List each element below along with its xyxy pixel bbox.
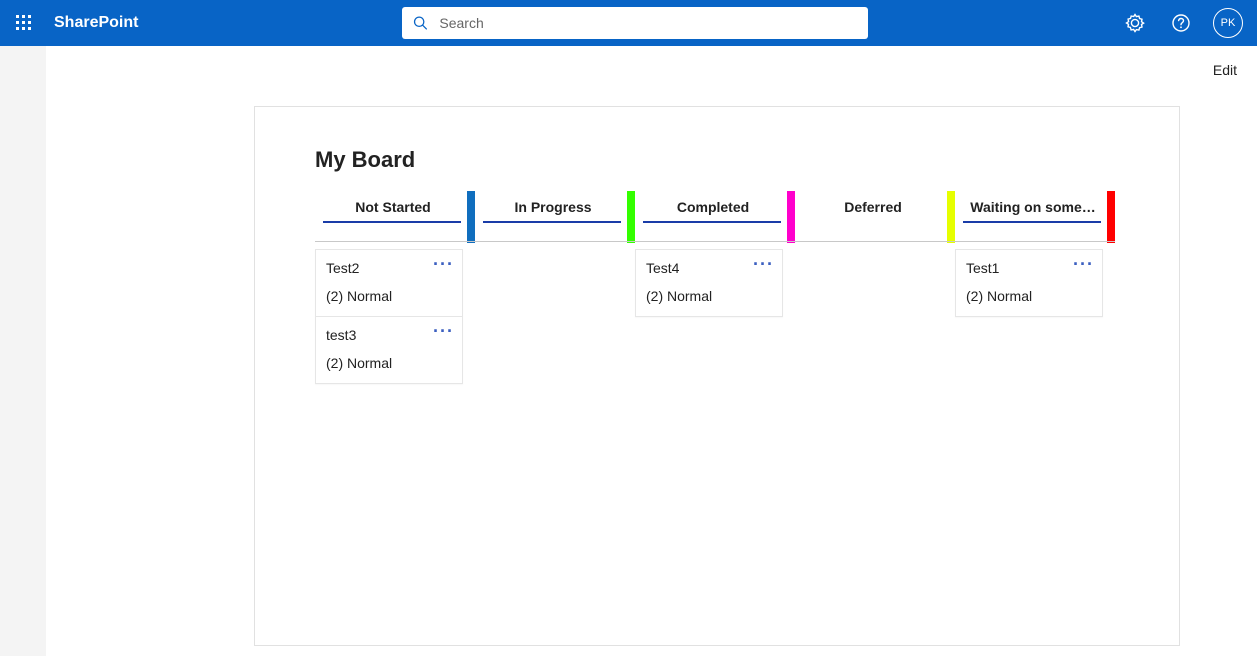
card-meta: (2) Normal [326, 355, 452, 371]
board-columns: Not Started ···Test2(2) Normal···test3(2)… [315, 191, 1119, 384]
board-panel: My Board Not Started···Test2(2) Normal··… [254, 106, 1180, 646]
avatar-initials: PK [1221, 17, 1236, 29]
user-avatar[interactable]: PK [1213, 8, 1243, 38]
board-card[interactable]: ···Test4(2) Normal [635, 249, 783, 317]
column-cards: ···Test4(2) Normal [635, 249, 795, 317]
search-icon [412, 14, 429, 32]
card-meta: (2) Normal [326, 288, 452, 304]
column-underline [323, 221, 461, 223]
board-card[interactable]: ···Test2(2) Normal [315, 249, 463, 317]
column-color-stripe [467, 191, 475, 243]
card-meta: (2) Normal [646, 288, 772, 304]
column-header[interactable]: Not Started [315, 191, 475, 243]
card-menu-button[interactable]: ··· [1073, 258, 1094, 270]
board-title: My Board [315, 147, 1119, 173]
edit-button[interactable]: Edit [1213, 62, 1237, 78]
card-menu-button[interactable]: ··· [433, 325, 454, 337]
page-content: Edit My Board Not Started ···Test2(2) Nor… [46, 46, 1257, 656]
board-column: Deferred [795, 191, 955, 384]
help-button[interactable] [1167, 9, 1195, 37]
board-column: Not Started ···Test2(2) Normal···test3(2)… [315, 191, 475, 384]
column-color-stripe [627, 191, 635, 243]
column-color-stripe [787, 191, 795, 243]
column-header[interactable]: Deferred [795, 191, 955, 243]
left-rail [0, 46, 46, 656]
card-meta: (2) Normal [966, 288, 1092, 304]
card-menu-button[interactable]: ··· [753, 258, 774, 270]
column-color-stripe [1107, 191, 1115, 243]
board-column: Waiting on some… ···Test1(2) Normal [955, 191, 1115, 384]
column-underline [483, 221, 621, 223]
column-divider [315, 241, 475, 242]
board-column: Completed ···Test4(2) Normal [635, 191, 795, 384]
gear-icon [1125, 13, 1145, 33]
header-right: PK [1121, 8, 1249, 38]
column-title: Waiting on some… [955, 191, 1115, 223]
card-menu-button[interactable]: ··· [433, 258, 454, 270]
column-title: Completed [635, 191, 795, 223]
brand-label[interactable]: SharePoint [54, 14, 138, 32]
search-container [402, 7, 868, 39]
board-column: In Progress [475, 191, 635, 384]
column-title: Not Started [315, 191, 475, 223]
search-box[interactable] [402, 7, 868, 39]
page-body: Edit My Board Not Started ···Test2(2) Nor… [0, 46, 1257, 656]
column-underline [643, 221, 781, 223]
board-card[interactable]: ···Test1(2) Normal [955, 249, 1103, 317]
search-input[interactable] [439, 15, 858, 31]
column-color-stripe [947, 191, 955, 243]
column-divider [795, 241, 955, 242]
settings-button[interactable] [1121, 9, 1149, 37]
column-divider [475, 241, 635, 242]
app-launcher-button[interactable] [8, 7, 40, 39]
column-divider [635, 241, 795, 242]
column-cards: ···Test2(2) Normal···test3(2) Normal [315, 249, 475, 384]
column-header[interactable]: Waiting on some… [955, 191, 1115, 243]
waffle-icon [16, 15, 32, 31]
board-card[interactable]: ···test3(2) Normal [315, 316, 463, 384]
column-title: In Progress [475, 191, 635, 223]
column-underline [963, 221, 1101, 223]
column-divider [955, 241, 1115, 242]
column-header[interactable]: In Progress [475, 191, 635, 243]
column-title: Deferred [795, 191, 955, 223]
help-icon [1171, 13, 1191, 33]
column-header[interactable]: Completed [635, 191, 795, 243]
column-cards: ···Test1(2) Normal [955, 249, 1115, 317]
suite-header: SharePoint PK [0, 0, 1257, 46]
